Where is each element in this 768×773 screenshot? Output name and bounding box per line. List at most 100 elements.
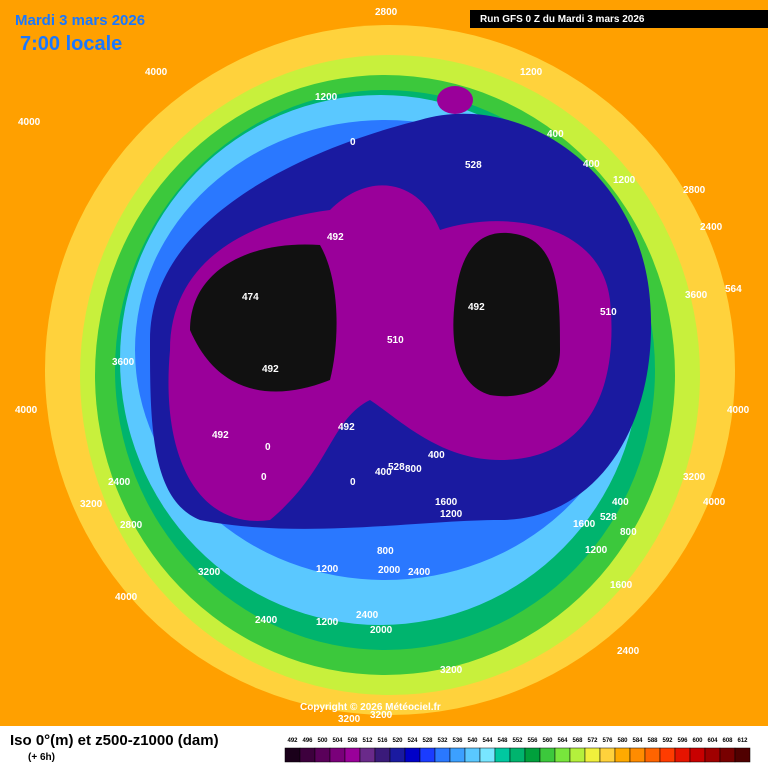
scale-label: 548	[497, 738, 508, 744]
footer-step: (+ 6h)	[28, 752, 55, 763]
contour-label: 4000	[115, 592, 138, 603]
contour-label: 528	[600, 512, 617, 523]
contour-label: 4000	[145, 67, 168, 78]
scale-swatch	[719, 747, 736, 763]
contour-label: 2000	[378, 565, 401, 576]
contour-label: 800	[377, 546, 394, 557]
scale-label: 504	[332, 738, 343, 744]
contour-label: 492	[262, 364, 279, 375]
scale-swatch	[509, 747, 526, 763]
contour-label: 400	[428, 450, 445, 461]
scale-swatch	[614, 747, 631, 763]
scale-label: 500	[317, 738, 328, 744]
scale-label: 496	[302, 738, 313, 744]
contour-label: 3600	[685, 290, 708, 301]
zone	[453, 232, 560, 397]
contour-label: 2400	[617, 646, 640, 657]
scale-swatch	[659, 747, 676, 763]
scale-swatch	[359, 747, 376, 763]
contour-label: 4000	[18, 117, 41, 128]
scale-swatch	[569, 747, 586, 763]
contour-label: 2000	[370, 625, 393, 636]
contour-label: 400	[583, 159, 600, 170]
contour-label: 492	[338, 422, 355, 433]
scale-label: 516	[377, 738, 388, 744]
contour-label: 2800	[683, 185, 706, 196]
contour-label: 1600	[573, 519, 596, 530]
contour-label: 2400	[356, 610, 379, 621]
run: Run GFS 0 Z du Mardi 3 mars 2026	[480, 14, 645, 25]
contour-label: 4000	[727, 405, 750, 416]
copyright: Copyright © 2026 Météociel.fr	[300, 702, 441, 713]
contour-label: 0	[265, 442, 271, 453]
contour-label: 510	[387, 335, 404, 346]
scale-label: 536	[452, 738, 463, 744]
contour-label: 3200	[683, 472, 706, 483]
scale-label: 520	[392, 738, 403, 744]
scale-label: 576	[602, 738, 613, 744]
scale-label: 552	[512, 738, 523, 744]
contour-label: 3200	[80, 499, 103, 510]
scale-label: 528	[422, 738, 433, 744]
contour-label: 3200	[440, 665, 463, 676]
contour-label: 400	[547, 129, 564, 140]
contour-label: 1200	[613, 175, 636, 186]
scale-label: 572	[587, 738, 598, 744]
contour-label: 2400	[255, 615, 278, 626]
scale-label: 612	[737, 738, 748, 744]
contour-label: 2400	[108, 477, 131, 488]
contour-label: 800	[620, 527, 637, 538]
contour-label: 1200	[316, 564, 339, 575]
scale-label: 600	[692, 738, 703, 744]
contour-label: 492	[327, 232, 344, 243]
contour-label: 0	[350, 477, 356, 488]
scale-swatch	[734, 747, 751, 763]
contour-label: 0	[350, 137, 356, 148]
contour-label: 1200	[316, 617, 339, 628]
contour-label: 474	[242, 292, 259, 303]
scale-swatch	[374, 747, 391, 763]
scale-swatch	[539, 747, 556, 763]
contour-label: 528	[465, 160, 482, 171]
scale-swatch	[299, 747, 316, 763]
contour-label: 4000	[703, 497, 726, 508]
scale-swatch	[689, 747, 706, 763]
contour-label: 492	[468, 302, 485, 313]
contour-label: 3200	[370, 710, 393, 721]
contour-label: 2800	[375, 7, 398, 18]
contour-label: 3600	[112, 357, 135, 368]
scale-swatch	[554, 747, 571, 763]
scale-swatch	[644, 747, 661, 763]
scale-label: 556	[527, 738, 538, 744]
contour-label: 3200	[198, 567, 221, 578]
scale-swatch	[344, 747, 361, 763]
scale-swatch	[434, 747, 451, 763]
scale-swatch	[479, 747, 496, 763]
scale-label: 492	[287, 738, 298, 744]
contour-label: 1600	[610, 580, 633, 591]
contour-label: 492	[212, 430, 229, 441]
time: 7:00 locale	[20, 33, 122, 55]
scale-swatch	[674, 747, 691, 763]
contour-label: 510	[600, 307, 617, 318]
scale-swatch	[704, 747, 721, 763]
scale-swatch	[524, 747, 541, 763]
contour-label: 800	[405, 464, 422, 475]
scale-swatch	[449, 747, 466, 763]
scale-swatch	[584, 747, 601, 763]
scale-label: 560	[542, 738, 553, 744]
scale-swatch	[404, 747, 421, 763]
zone	[190, 244, 337, 392]
scale-swatch	[494, 747, 511, 763]
contour-label: 0	[261, 472, 267, 483]
scale-label: 608	[722, 738, 733, 744]
scale-swatch	[464, 747, 481, 763]
scale-label: 564	[557, 738, 568, 744]
zone	[437, 86, 473, 114]
scale-swatch	[314, 747, 331, 763]
contour-label: 2400	[700, 222, 723, 233]
scale-label: 524	[407, 738, 418, 744]
contour-label: 2800	[120, 520, 143, 531]
